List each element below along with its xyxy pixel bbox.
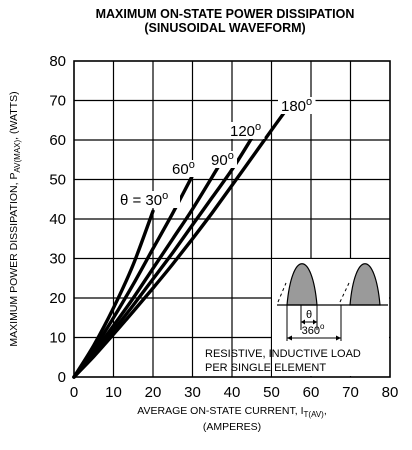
period-label: 360o	[302, 322, 325, 337]
series-label-unit: o	[255, 121, 261, 133]
x-tick-label: 30	[184, 384, 201, 401]
x-axis-label: AVERAGE ON-STATE CURRENT, IT(AV),	[137, 405, 327, 419]
load-note-line2: PER SINGLE ELEMENT	[205, 362, 326, 374]
series-label-unit: o	[228, 150, 234, 162]
series-label-name: θ = 30	[120, 192, 162, 209]
series-label-bg	[208, 151, 237, 168]
x-axis-label-unit: (AMPERES)	[203, 421, 261, 433]
series-label: 60o	[172, 159, 195, 178]
series-label: 120o	[230, 121, 261, 140]
plot-frame	[73, 60, 391, 378]
x-axis-label-sub: T(AV)	[304, 410, 325, 419]
series-label-name: 60	[172, 161, 189, 178]
chart-title-line2: (SINUSOIDAL WAVEFORM)	[144, 21, 305, 35]
x-tick-label: 70	[342, 384, 359, 401]
series-label-bg	[117, 191, 180, 208]
series-label: θ = 30o	[120, 190, 168, 209]
y-axis-label-unit: , (WATTS)	[8, 91, 20, 139]
x-tick-label: 10	[105, 384, 122, 401]
theta-label: θ	[306, 309, 312, 321]
x-axis-label-main: AVERAGE ON-STATE CURRENT, I	[137, 405, 303, 417]
theta-arrowheads	[301, 319, 317, 325]
y-axis-label-sub: AV(MAX)	[13, 139, 22, 172]
y-tick-label: 10	[49, 330, 66, 347]
y-tick-label: 50	[49, 172, 66, 189]
x-tick-labels: 0 10 20 30 40 50 60 70 80	[70, 384, 399, 401]
load-note-line1: RESISTIVE, INDUCTIVE LOAD	[205, 348, 361, 360]
series-curve	[72, 136, 254, 379]
series-label-unit: o	[162, 190, 168, 202]
y-tick-label: 30	[49, 251, 66, 268]
y-tick-labels: 0 10 20 30 40 50 60 70 80	[49, 53, 66, 386]
waveform-inset: θ 360o RESISTIVE, INDUCTIVE LOAD PER SIN…	[205, 259, 389, 376]
series-label-name: 120	[230, 123, 255, 140]
x-axis-label-end: ,	[324, 405, 327, 417]
x-tick-label: 80	[382, 384, 399, 401]
x-tick-label: 40	[224, 384, 241, 401]
x-tick-label: 50	[263, 384, 280, 401]
y-tick-label: 60	[49, 132, 66, 149]
series-label: 180o	[281, 96, 312, 115]
chart-title-line1: MAXIMUM ON-STATE POWER DISSIPATION	[96, 7, 355, 21]
y-tick-label: 20	[49, 290, 66, 307]
y-tick-label: 0	[58, 369, 66, 386]
y-tick-label: 70	[49, 93, 66, 110]
period-unit: o	[320, 322, 325, 331]
series-label-unit: o	[189, 159, 195, 171]
series-curves	[72, 106, 289, 379]
y-axis-label-main: MAXIMUM POWER DISSIPATION, P	[8, 173, 20, 347]
x-tick-label: 0	[70, 384, 78, 401]
series-label-name: 180	[281, 98, 306, 115]
half-sine-2	[349, 263, 381, 306]
series-label-bg	[169, 160, 198, 177]
y-axis-label: MAXIMUM POWER DISSIPATION, PAV(MAX), (WA…	[8, 91, 22, 346]
series-curve	[72, 106, 289, 379]
half-sine-1	[286, 263, 318, 306]
series-label: 90o	[211, 150, 234, 169]
series-label-bg	[278, 97, 316, 114]
series-label-bg	[227, 122, 265, 139]
period-value: 360	[302, 325, 320, 337]
series-curve	[72, 173, 195, 379]
x-tick-label: 20	[145, 384, 162, 401]
series-label-unit: o	[306, 96, 312, 108]
x-tick-label: 60	[303, 384, 320, 401]
series-label-name: 90	[211, 152, 228, 169]
y-tick-label: 40	[49, 211, 66, 228]
y-tick-label: 80	[49, 53, 66, 70]
